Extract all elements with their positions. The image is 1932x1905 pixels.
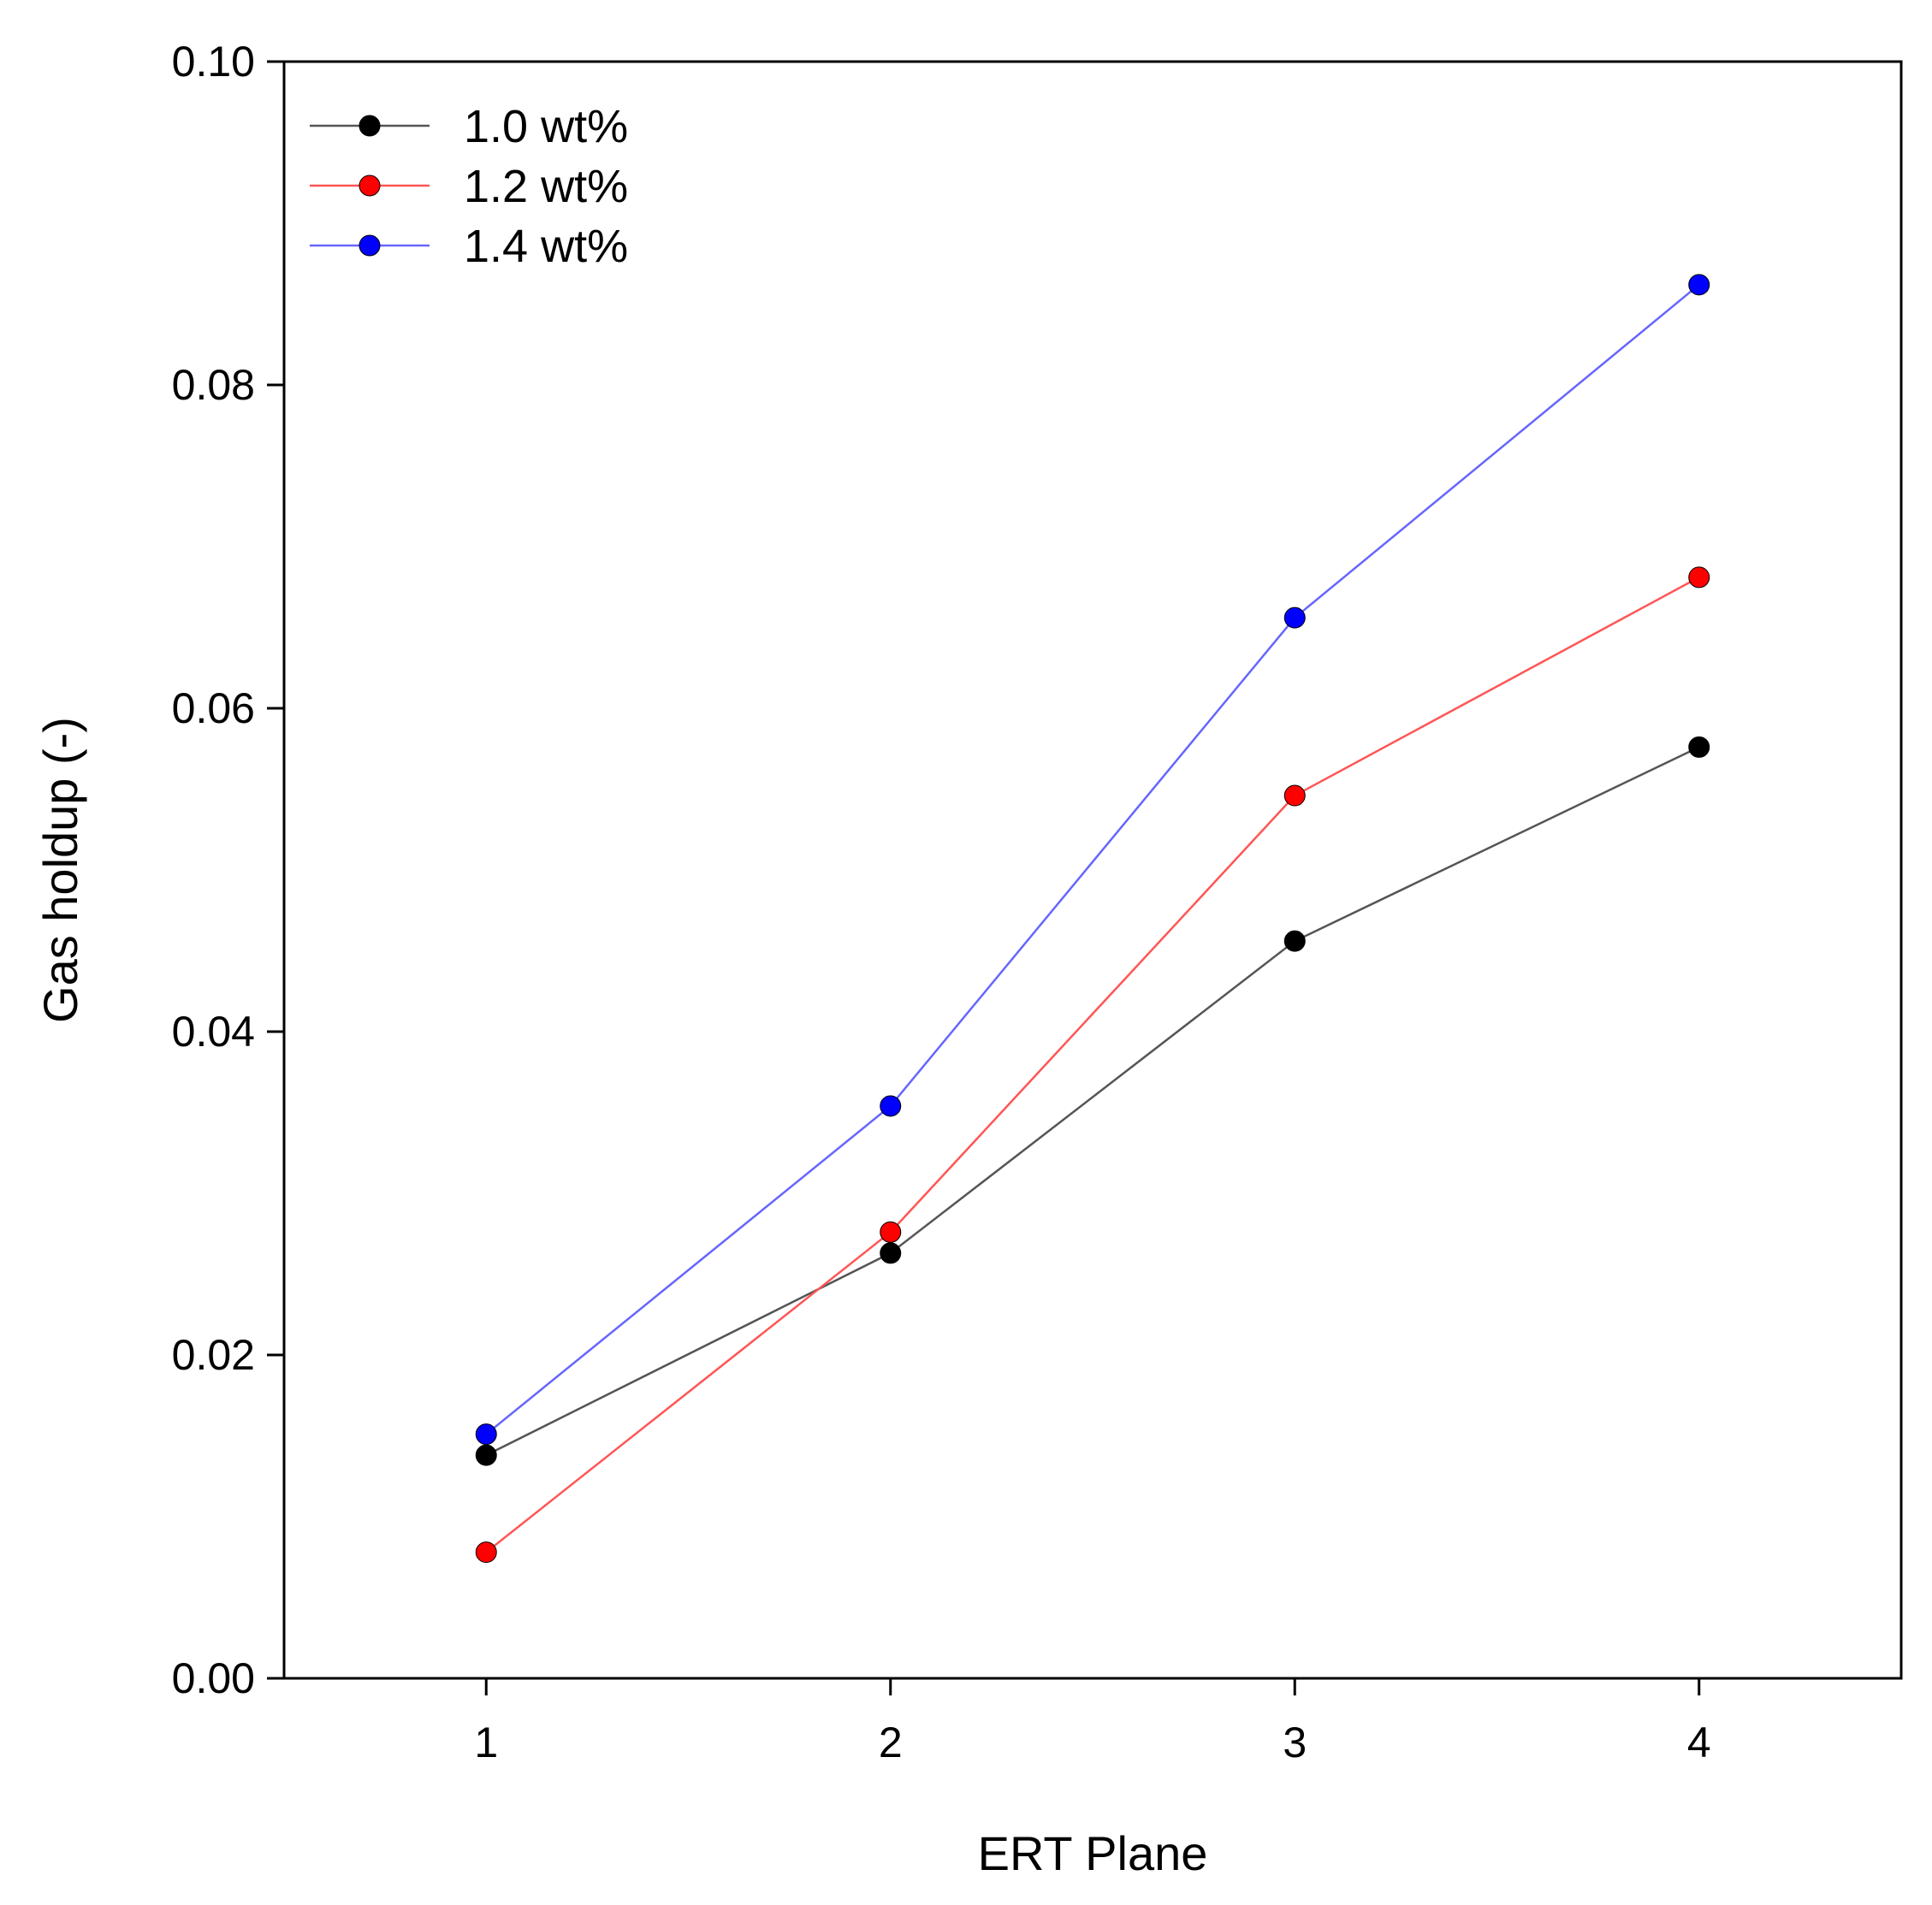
legend-label: 1.2 wt%	[464, 161, 628, 212]
data-point	[880, 1221, 902, 1243]
series-1-0-wt-	[475, 736, 1710, 1466]
series-line	[485, 576, 1700, 1553]
x-tick-label: 3	[1283, 1719, 1307, 1766]
y-tick-label: 0.08	[172, 361, 255, 409]
y-tick-label: 0.00	[172, 1654, 255, 1702]
x-tick-label: 4	[1687, 1719, 1711, 1766]
y-axis-title: Gas holdup (-)	[33, 717, 87, 1023]
series-1-2-wt-	[475, 566, 1710, 1564]
y-tick-label: 0.10	[172, 38, 255, 86]
legend-marker	[359, 234, 381, 257]
data-point	[1688, 566, 1710, 589]
y-axis-ticks: 0.00 0.02 0.04 0.06 0.08 0.10	[172, 38, 284, 1702]
x-tick-label: 1	[474, 1719, 498, 1766]
legend-item: 1.2 wt%	[310, 161, 628, 212]
series-1-4-wt-	[475, 274, 1710, 1446]
legend-marker	[359, 115, 381, 137]
legend-item: 1.4 wt%	[310, 221, 628, 272]
series-line	[485, 283, 1700, 1435]
x-axis-ticks: 1 2 3 4	[474, 1678, 1711, 1766]
data-point	[475, 1423, 497, 1446]
data-point	[1688, 274, 1710, 296]
legend: 1.0 wt% 1.2 wt% 1.4 wt%	[310, 101, 628, 272]
legend-label: 1.4 wt%	[464, 221, 628, 272]
data-point	[880, 1242, 902, 1264]
x-tick-label: 2	[879, 1719, 903, 1766]
y-tick-label: 0.06	[172, 684, 255, 732]
y-tick-label: 0.02	[172, 1331, 255, 1379]
series-layer	[475, 274, 1710, 1564]
legend-item: 1.0 wt%	[310, 101, 628, 152]
x-axis-title: ERT Plane	[978, 1826, 1208, 1880]
data-point	[1688, 736, 1710, 758]
data-point	[475, 1444, 497, 1466]
data-point	[1283, 606, 1306, 629]
series-line	[485, 746, 1700, 1457]
data-point	[1283, 784, 1306, 807]
data-point	[475, 1541, 497, 1564]
plot-frame	[282, 60, 1903, 1680]
data-point	[1283, 930, 1306, 952]
legend-label: 1.0 wt%	[464, 101, 628, 152]
y-tick-label: 0.04	[172, 1008, 255, 1056]
legend-marker	[359, 175, 381, 197]
data-point	[880, 1095, 902, 1117]
